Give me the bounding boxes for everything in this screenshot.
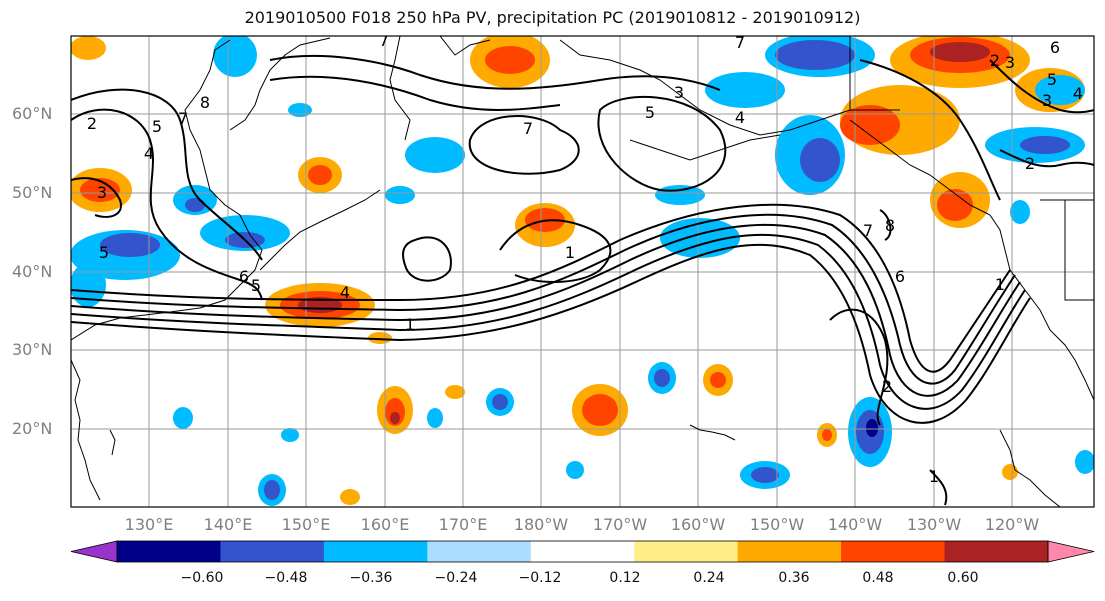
colorbar-tick: 0.24 — [693, 570, 725, 586]
pv-contour-label: 5 — [152, 117, 162, 136]
pv-contour-label: 7 — [863, 221, 873, 240]
lon-label: 170°E — [438, 515, 488, 534]
pv-contour-label: 4 — [144, 144, 154, 163]
colorbar-segment — [220, 541, 325, 562]
colorbar-segment — [841, 541, 946, 562]
pv-contour-label: 2 — [990, 51, 1000, 70]
pv-contour-label: 8 — [885, 216, 895, 235]
lat-label: 40°N — [12, 262, 53, 281]
colorbar-tick: 0.60 — [947, 570, 979, 586]
colorbar-frame — [116, 540, 1049, 563]
lon-label: 130°E — [124, 515, 174, 534]
colorbar-tick: −0.12 — [518, 570, 562, 586]
colorbar-segment — [530, 541, 635, 562]
colorbar-segment — [117, 541, 221, 562]
pv-contour-label: 4 — [340, 283, 350, 302]
colorbar-tick: −0.60 — [180, 570, 224, 586]
colorbar-tick: −0.36 — [349, 570, 393, 586]
lat-label: 60°N — [12, 104, 53, 123]
pv-contour-label: 5 — [645, 103, 655, 122]
pv-contour-label: 1 — [565, 243, 575, 262]
colorbar-tick: 0.36 — [778, 570, 810, 586]
pv-contour-label: 7 — [178, 109, 188, 128]
pv-contour-label: 8 — [200, 93, 210, 112]
pv-contour-label: 3 — [1005, 53, 1015, 72]
colorbar-tick: 0.12 — [609, 570, 641, 586]
colorbar-tick: −0.48 — [264, 570, 308, 586]
lat-label: 20°N — [12, 419, 53, 438]
colorbar-extend-low — [70, 540, 118, 563]
pv-contour-label: 6 — [1050, 38, 1060, 57]
lon-label: 150°E — [281, 515, 331, 534]
lon-label: 170°W — [592, 515, 648, 534]
lon-label: 160°E — [360, 515, 410, 534]
pv-contours — [71, 55, 1094, 506]
pv-contour-label: 3 — [1042, 91, 1052, 110]
lon-label: 160°W — [670, 515, 726, 534]
pv-contour-label: 2 — [87, 114, 97, 133]
pv-contour-label: 6 — [895, 267, 905, 286]
colorbar-tick: −0.24 — [434, 570, 478, 586]
lon-label: 120°W — [984, 515, 1040, 534]
coastlines — [71, 36, 1094, 507]
lat-label: 50°N — [12, 183, 53, 202]
colorbar-segment — [634, 541, 739, 562]
pv-contour-label: 3 — [97, 183, 107, 202]
lat-label: 30°N — [12, 340, 53, 359]
pv-contour-label: 7 — [523, 119, 533, 138]
graticule — [71, 36, 1094, 507]
pv-contour-label: 7 — [379, 31, 389, 50]
pv-contour-label: 1 — [929, 467, 939, 486]
map-title: 2019010500 F018 250 hPa PV, precipitatio… — [244, 8, 861, 27]
pv-contour-label: 7 — [735, 33, 745, 52]
colorbar-segment — [427, 541, 532, 562]
pv-contour-label: 6 — [239, 267, 249, 286]
pv-contour-label: 5 — [251, 276, 261, 295]
pv-contour-label: 5 — [1047, 70, 1057, 89]
pv-contour-label: 1 — [405, 315, 415, 334]
colorbar-segment — [944, 541, 1049, 562]
pv-contour-label: 1 — [995, 275, 1005, 294]
colorbar-tick: 0.48 — [862, 570, 894, 586]
colorbar-extend-high — [1047, 540, 1095, 563]
lon-label: 140°W — [827, 515, 883, 534]
pv-contour-label: 5 — [99, 243, 109, 262]
pv-contour-label: 4 — [1073, 84, 1083, 103]
lon-label: 150°W — [749, 515, 805, 534]
colorbar-segment — [737, 541, 842, 562]
pv-contour-label: 3 — [674, 83, 684, 102]
lon-label: 140°E — [203, 515, 253, 534]
pv-contour-label: 2 — [1025, 154, 1035, 173]
colorbar-segment — [323, 541, 428, 562]
lon-label: 130°W — [906, 515, 962, 534]
lon-label: 180°W — [513, 515, 569, 534]
pv-contour-label: 4 — [735, 108, 745, 127]
pv-contour-label: 2 — [882, 377, 892, 396]
